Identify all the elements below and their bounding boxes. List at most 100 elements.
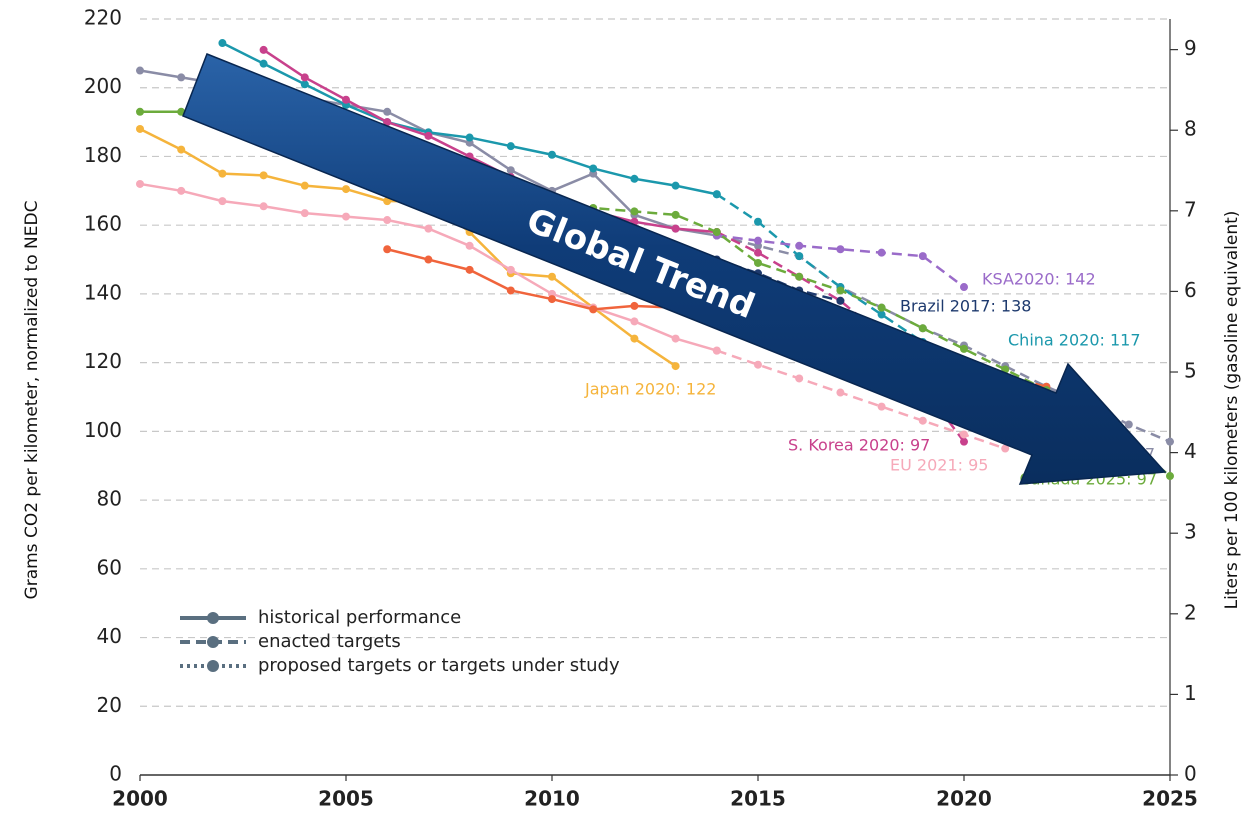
y-tick-label: 180 (84, 143, 122, 167)
series-annotation: KSA2020: 142 (982, 270, 1096, 289)
data-point (342, 185, 350, 194)
historical-line (386, 248, 676, 311)
data-point (383, 245, 392, 254)
data-point (300, 73, 309, 82)
data-point (877, 310, 886, 319)
data-point (465, 241, 474, 250)
x-tick-label: 2005 (318, 787, 374, 811)
x-tick-label: 2000 (112, 787, 168, 811)
data-point (177, 145, 186, 154)
data-point (960, 344, 968, 353)
legend-label: proposed targets or targets under study (258, 655, 620, 676)
data-point (218, 169, 227, 178)
data-point (630, 174, 639, 183)
y-tick-label: 160 (84, 212, 122, 236)
y-axis-label: Grams CO2 per kilometer, normalized to N… (22, 201, 42, 600)
y2-tick-label: 6 (1184, 278, 1197, 302)
series-annotation: S. Korea 2020: 97 (788, 436, 930, 455)
data-point (259, 171, 268, 180)
y-tick-label: 100 (84, 418, 122, 442)
data-point (836, 296, 845, 305)
data-point (754, 236, 762, 245)
y2-tick-label: 5 (1184, 359, 1197, 383)
series-annotation: China 2020: 117 (1008, 331, 1141, 350)
data-point (589, 305, 598, 314)
data-point (712, 346, 721, 355)
data-point (754, 248, 762, 257)
data-point (136, 179, 144, 188)
data-point (177, 73, 186, 82)
y-tick-label: 80 (97, 487, 122, 511)
y-tick-label: 140 (84, 280, 122, 304)
data-point (795, 252, 804, 261)
data-point (754, 360, 762, 369)
series-annotation: EU 2021: 95 (890, 456, 988, 475)
data-point (424, 131, 433, 140)
y2-tick-label: 1 (1184, 681, 1197, 705)
data-point (877, 248, 886, 257)
legend-dot (207, 636, 219, 648)
data-point (836, 286, 845, 295)
trend-arrow (182, 53, 1167, 485)
data-point (383, 107, 392, 116)
data-point (506, 142, 515, 151)
data-point (795, 272, 804, 281)
data-point (1001, 444, 1010, 453)
data-point (877, 303, 886, 312)
x-tick-label: 2015 (730, 787, 786, 811)
data-point (300, 80, 309, 89)
legend-dot (207, 660, 219, 672)
data-point (259, 59, 268, 68)
y2-tick-label: 4 (1184, 439, 1197, 463)
data-point (836, 388, 845, 397)
data-point (300, 209, 309, 218)
data-point (300, 181, 309, 190)
y-tick-label: 60 (97, 555, 122, 579)
data-point (506, 286, 515, 295)
data-point (960, 430, 968, 439)
legend-label: historical performance (258, 607, 461, 628)
data-point (424, 255, 433, 264)
data-point (465, 133, 474, 142)
data-point (712, 228, 721, 237)
data-point (548, 150, 556, 159)
data-point (218, 39, 227, 48)
data-point (754, 258, 762, 267)
data-point (465, 265, 474, 274)
y2-tick-label: 8 (1184, 117, 1197, 141)
data-point (383, 118, 392, 127)
data-point (1124, 420, 1133, 429)
series-annotation: Japan 2020: 122 (584, 380, 716, 399)
data-point (342, 95, 350, 104)
data-point (548, 272, 556, 281)
data-point (795, 374, 804, 383)
data-point (259, 45, 268, 54)
x-tick-label: 2025 (1142, 787, 1198, 811)
y-tick-label: 120 (84, 349, 122, 373)
data-point (712, 190, 721, 199)
data-point (630, 301, 639, 310)
data-point (671, 181, 680, 190)
data-point (630, 334, 639, 343)
data-point (177, 186, 186, 195)
data-point (259, 202, 268, 211)
data-point (506, 166, 515, 175)
data-point (342, 212, 350, 221)
data-point (1166, 472, 1174, 481)
data-point (754, 217, 762, 226)
data-point (136, 107, 144, 116)
data-point (136, 124, 144, 133)
data-point (1166, 437, 1174, 446)
y2-tick-label: 0 (1184, 762, 1197, 786)
data-point (218, 197, 227, 206)
y2-tick-label: 9 (1184, 36, 1197, 60)
target-line (716, 349, 1006, 450)
y-tick-label: 220 (84, 6, 122, 30)
data-point (918, 416, 927, 425)
data-point (671, 210, 680, 219)
data-point (424, 224, 433, 233)
data-point (671, 334, 680, 343)
x-tick-label: 2010 (524, 787, 580, 811)
x-tick-label: 2020 (936, 787, 992, 811)
